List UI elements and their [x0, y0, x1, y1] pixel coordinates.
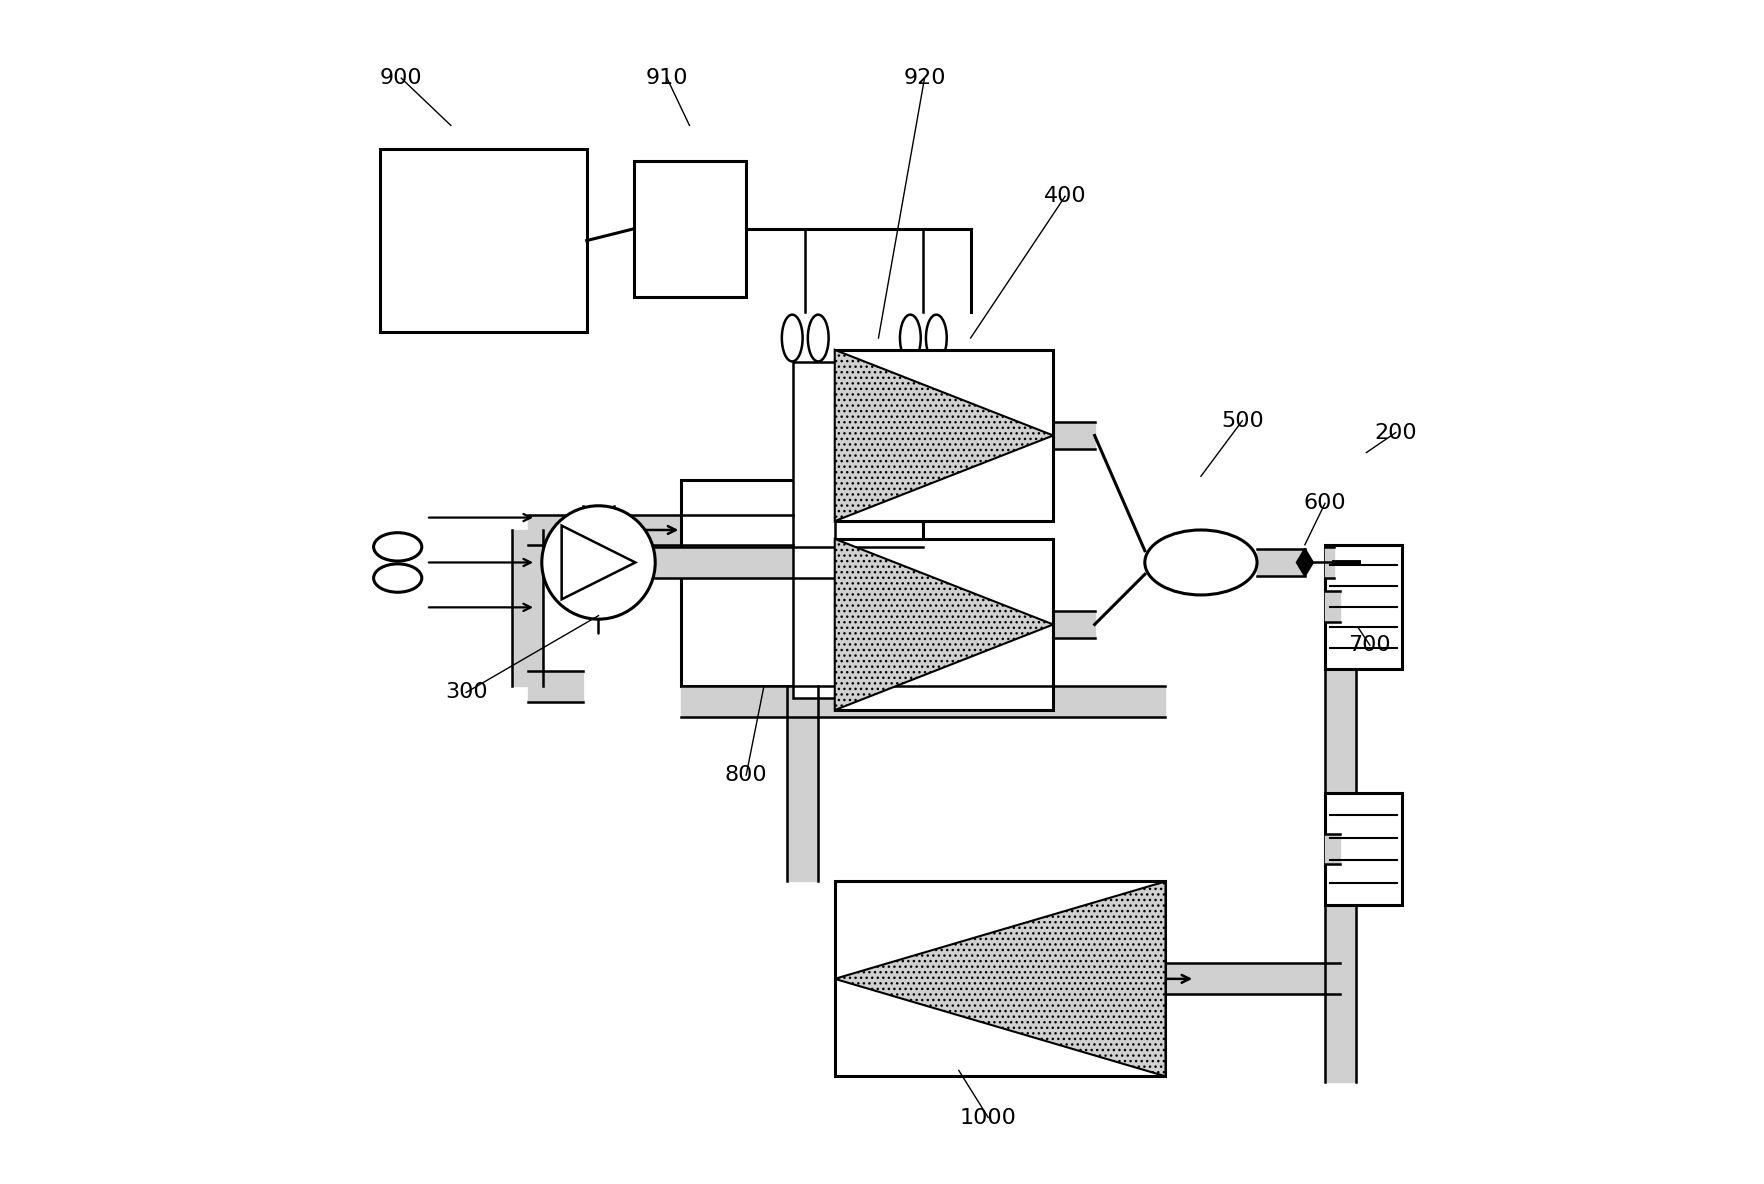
Text: 920: 920 [903, 69, 946, 88]
Text: 800: 800 [725, 765, 767, 785]
Text: 400: 400 [1044, 186, 1087, 206]
Polygon shape [834, 349, 1053, 521]
Text: 910: 910 [646, 69, 688, 88]
Ellipse shape [926, 315, 947, 361]
Text: 900: 900 [379, 69, 423, 88]
Ellipse shape [374, 533, 422, 561]
Polygon shape [1297, 548, 1314, 577]
Bar [834, 881, 1166, 1076]
Polygon shape [834, 881, 1166, 1076]
Text: 300: 300 [445, 682, 487, 702]
Text: 200: 200 [1374, 423, 1416, 443]
Bar [1325, 545, 1402, 669]
Bar [681, 480, 923, 687]
Bar [794, 361, 834, 699]
Ellipse shape [808, 315, 829, 361]
Circle shape [542, 506, 654, 619]
Ellipse shape [1145, 530, 1258, 594]
Bar [834, 539, 1053, 710]
Bar [379, 149, 587, 333]
Text: 600: 600 [1304, 494, 1346, 514]
Text: 700: 700 [1348, 635, 1392, 655]
Bar [834, 349, 1053, 521]
Bar [1325, 793, 1402, 905]
Ellipse shape [781, 315, 803, 361]
Ellipse shape [374, 564, 422, 592]
Bar [633, 161, 746, 297]
Ellipse shape [900, 315, 921, 361]
Text: 1000: 1000 [960, 1108, 1016, 1127]
Polygon shape [834, 539, 1053, 710]
Text: 500: 500 [1221, 411, 1263, 431]
